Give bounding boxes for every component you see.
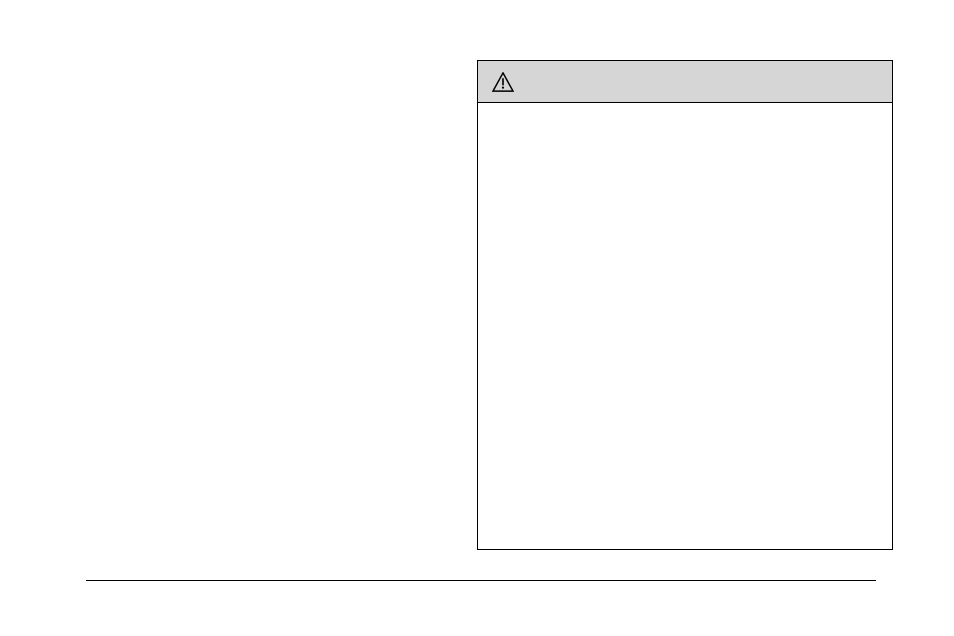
- warning-panel-body: [478, 103, 892, 549]
- warning-panel-header: [478, 61, 892, 103]
- warning-icon: [492, 72, 514, 92]
- warning-panel: [477, 60, 893, 550]
- page-divider: [86, 580, 876, 581]
- document-page: [0, 0, 954, 636]
